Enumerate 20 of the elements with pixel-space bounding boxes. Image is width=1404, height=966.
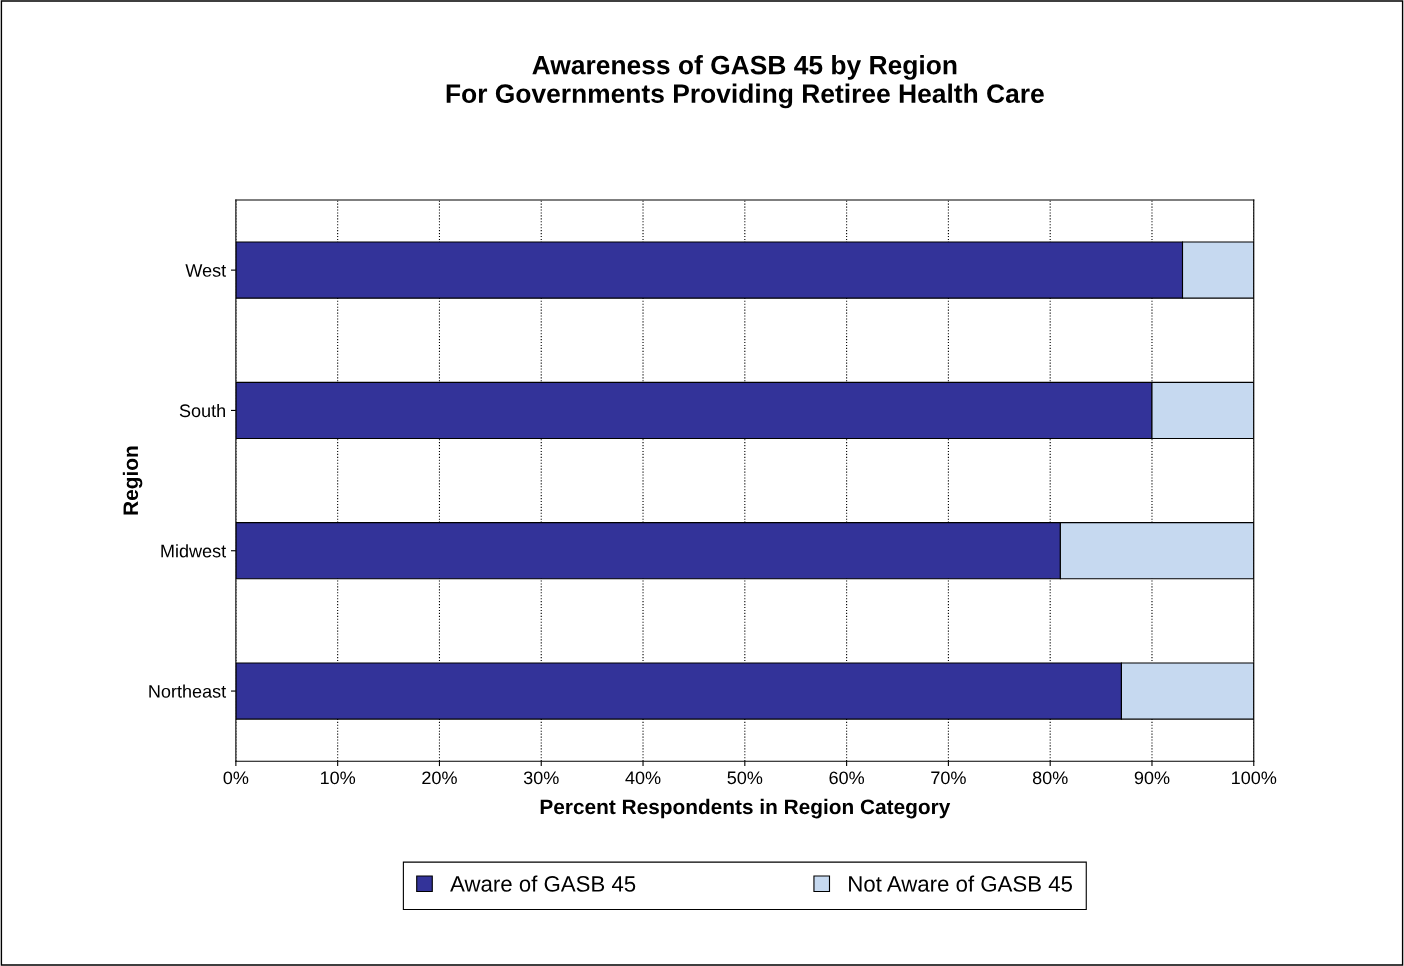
chart-title: Awareness of GASB 45 by Region For Governments Providing Retiree Health Care	[446, 55, 1044, 109]
x-tick-label: 0%	[223, 771, 249, 785]
x-tick-label: 70%	[931, 771, 966, 785]
y-axis-title: Region	[122, 446, 143, 515]
y-tick-label: Midwest	[161, 544, 227, 558]
legend-label: Not Aware of GASB 45	[849, 875, 1072, 892]
x-axis-title: Percent Respondents in Region Category	[540, 798, 951, 819]
x-tick-label: 30%	[523, 771, 559, 785]
y-tick-label: West	[185, 264, 227, 277]
x-tick-label: 60%	[829, 771, 865, 785]
legend-label: Aware of GASB 45	[450, 875, 636, 892]
x-tick-label: 10%	[320, 771, 356, 785]
x-tick-label: 90%	[1134, 771, 1170, 785]
x-tick-label: 100%	[1232, 771, 1277, 785]
x-tick-label: 20%	[422, 771, 457, 785]
y-tick-label: Northeast	[149, 684, 227, 698]
x-tick-label: 80%	[1032, 771, 1068, 785]
x-tick-label: 50%	[727, 771, 763, 785]
x-tick-label: 40%	[625, 771, 661, 785]
y-tick-label: South	[179, 403, 225, 418]
